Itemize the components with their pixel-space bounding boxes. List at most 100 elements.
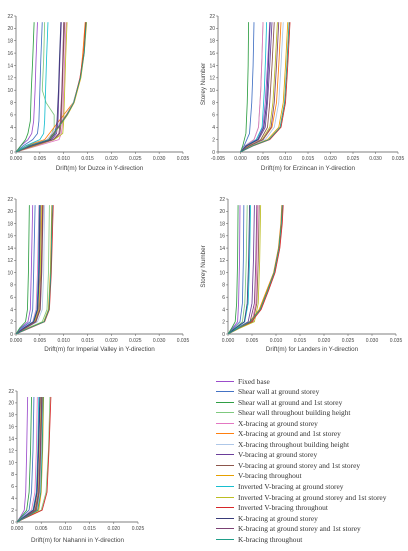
series-line xyxy=(15,205,36,335)
y-tick-label: 2 xyxy=(10,137,13,143)
y-tick-label: 4 xyxy=(222,307,225,313)
x-tick-label: 0.015 xyxy=(294,338,307,344)
x-tick-label: 0.015 xyxy=(302,156,315,162)
y-tick-label: 22 xyxy=(7,14,13,20)
series-line xyxy=(15,22,65,153)
x-tick-label: 0.020 xyxy=(105,156,118,162)
x-tick-label: 0.000 xyxy=(222,338,235,344)
series-line xyxy=(240,22,278,153)
series-line xyxy=(16,396,41,523)
legend-item: V-bracing at ground storey xyxy=(216,450,317,460)
y-tick-label: 22 xyxy=(7,197,13,203)
legend-swatch xyxy=(216,454,234,456)
y-tick-label: 2 xyxy=(222,320,225,326)
legend-item: X-bracing throughout building height xyxy=(216,439,349,449)
legend-item: X-bracing at ground and 1st storey xyxy=(216,429,341,439)
y-tick-label: 12 xyxy=(7,76,13,82)
y-tick-label: 16 xyxy=(209,51,215,57)
chart-duzce: 0.000 0.005 0.010 0.015 0.020 0.025 0.030 0.035… xyxy=(0,2,200,180)
y-tick-label: 22 xyxy=(209,14,215,20)
legend-swatch xyxy=(216,391,234,393)
y-tick-label: 0 xyxy=(10,332,13,338)
legend-swatch xyxy=(216,517,234,519)
series-line xyxy=(15,205,34,335)
x-tick-label: 0.030 xyxy=(153,156,166,162)
y-tick-label: 0 xyxy=(11,520,14,526)
legend-item: Inverted V-bracing at ground storey xyxy=(216,482,344,492)
legend-label: Shear wall at ground storey xyxy=(238,387,320,397)
x-tick-label: 0.005 xyxy=(35,526,48,532)
x-axis-title: Drift(m) for Imperial Valley in Y-direct… xyxy=(44,346,155,353)
legend-label: K-bracing at ground storey and 1st store… xyxy=(238,524,361,534)
y-tick-label: 12 xyxy=(219,258,225,264)
series-line xyxy=(15,22,35,153)
series-line xyxy=(16,396,44,523)
legend-label: Inverted V-bracing at ground storey xyxy=(238,482,344,491)
legend-label: X-bracing throughout building height xyxy=(238,439,350,449)
y-tick-label: 8 xyxy=(222,283,225,289)
y-tick-label: 8 xyxy=(11,472,14,478)
y-tick-label: 8 xyxy=(10,100,13,106)
x-axis-title: Drift(m) for Duzce in Y-direction xyxy=(56,165,144,172)
legend-item: V-bracing at ground storey and 1st store… xyxy=(216,460,360,470)
series-line xyxy=(15,22,87,153)
series-line xyxy=(16,396,29,523)
x-tick-label: 0.020 xyxy=(108,526,121,532)
series-line xyxy=(227,205,258,335)
legend-item: Fixed base xyxy=(216,376,270,386)
series-line xyxy=(15,22,67,153)
legend-item: K-bracing throughout xyxy=(216,534,302,544)
y-tick-label: 12 xyxy=(209,76,215,82)
legend-swatch xyxy=(216,412,234,414)
legend-item: Shear wall at ground and 1st storey xyxy=(216,397,342,407)
legend-label: Shear wall at ground and 1st storey xyxy=(238,397,343,407)
legend-swatch xyxy=(216,496,234,498)
x-tick-label: 0.000 xyxy=(11,526,24,532)
y-tick-label: 20 xyxy=(8,401,14,407)
series-line xyxy=(240,22,264,153)
legend-swatch xyxy=(216,380,234,382)
chart-erzincan: -0.005 0.000 0.005 0.010 0.015 0.020 0.025 0.03… xyxy=(198,2,408,180)
series-line xyxy=(240,22,273,153)
y-tick-label: 16 xyxy=(219,234,225,240)
legend: Fixed base Shear wall at ground storey She… xyxy=(216,376,408,548)
y-tick-label: 8 xyxy=(212,100,215,106)
series-line xyxy=(240,22,250,153)
y-tick-label: 8 xyxy=(10,283,13,289)
x-tick-label: 0.005 xyxy=(34,156,47,162)
y-tick-label: 10 xyxy=(219,270,225,276)
y-tick-label: 10 xyxy=(209,88,215,94)
series-line xyxy=(227,205,251,335)
x-tick-label: 0.025 xyxy=(347,156,360,162)
x-axis-title: Drift(m) for Nahanni in Y-direction xyxy=(31,537,125,544)
y-tick-label: 2 xyxy=(10,320,13,326)
y-tick-label: 0 xyxy=(222,332,225,338)
legend-swatch xyxy=(216,433,234,435)
legend-label: Inverted V-bracing at ground storey and … xyxy=(238,492,387,502)
x-tick-label: 0.010 xyxy=(57,338,70,344)
x-tick-label: 0.035 xyxy=(177,156,190,162)
x-tick-label: 0.030 xyxy=(153,338,166,344)
series-line xyxy=(15,205,30,335)
series-line xyxy=(16,396,32,523)
series-line xyxy=(227,205,239,335)
x-tick-label: 0.000 xyxy=(234,156,247,162)
y-tick-label: 0 xyxy=(212,150,215,156)
x-tick-label: 0.015 xyxy=(83,526,96,532)
y-tick-label: 6 xyxy=(212,113,215,119)
series-line xyxy=(15,205,53,335)
legend-swatch xyxy=(216,538,234,540)
legend-item: Shear wall throughout building height xyxy=(216,408,351,418)
series-line xyxy=(16,396,52,523)
chart-svg: 0.000 0.005 0.010 0.015 0.020 0.025 0.030 0.035… xyxy=(200,197,402,353)
x-tick-label: 0.020 xyxy=(324,156,337,162)
y-tick-label: 12 xyxy=(8,448,14,454)
chart-svg: -0.005 0.000 0.005 0.010 0.015 0.020 0.025 0.03… xyxy=(200,14,404,172)
legend-swatch xyxy=(216,486,234,487)
y-tick-label: 20 xyxy=(7,26,13,32)
y-tick-label: 10 xyxy=(7,88,13,94)
y-tick-label: 2 xyxy=(11,508,14,514)
x-tick-label: 0.025 xyxy=(132,526,145,532)
y-tick-label: 6 xyxy=(10,295,13,301)
x-tick-label: 0.005 xyxy=(34,338,47,344)
